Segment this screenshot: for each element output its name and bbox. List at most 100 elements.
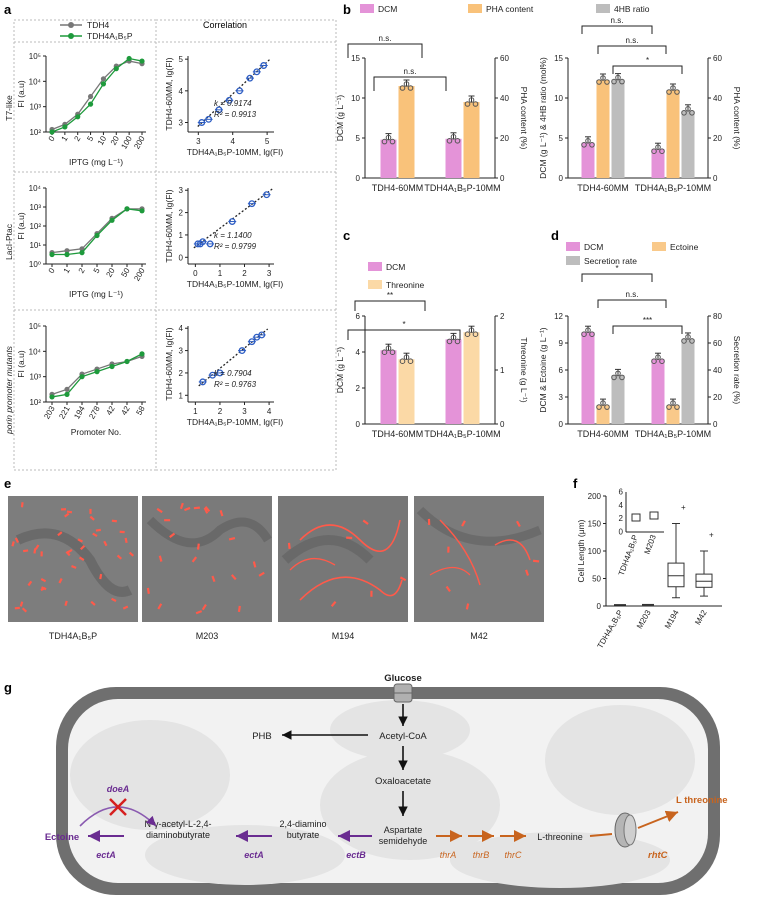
b-right-ratio-1-dot-1 xyxy=(685,106,691,112)
b-right-ratio-0-dot-2 xyxy=(619,78,625,85)
cell-1-19 xyxy=(258,571,265,577)
b-right-dcm-0-dot-2 xyxy=(589,142,595,148)
a-row1-corr-xtick-label-2: 2 xyxy=(242,269,247,278)
b-left-y2label: PHA content (%) xyxy=(519,87,529,150)
panel-d: DCM Ectoine Secretion rate 0 3 6 9 12 0 20 40 60… xyxy=(538,242,742,439)
f-inset-cat-0: TDH4A₁B₅P xyxy=(617,534,640,577)
row-label-laci: LacI-Ptac xyxy=(4,223,14,260)
c-thr-0-dot-2 xyxy=(407,358,414,365)
cell-2-1 xyxy=(330,600,337,607)
c-thr-1-dot-2 xyxy=(472,331,479,338)
a-row2-pt-tdh4a-3 xyxy=(94,369,100,375)
cell-0-34 xyxy=(119,530,125,534)
cell-1-8 xyxy=(230,574,237,581)
b-right-dcm-0-dot-0 xyxy=(581,142,587,148)
f-inset-ytick-0: 0 xyxy=(619,528,624,537)
f-inset-cat-1: M203 xyxy=(643,533,658,555)
caption-tdh4a: TDH4A₁B₅P xyxy=(49,631,97,641)
f-outlier-3: + xyxy=(709,530,714,539)
f-inset-ytick-2: 4 xyxy=(619,501,624,510)
d-ylabel: DCM & Ectoine (g L⁻¹) xyxy=(538,327,548,412)
panel-label-a: a xyxy=(4,2,12,17)
cell-1-14 xyxy=(157,603,163,610)
c-dcm-1-dot-2 xyxy=(454,338,461,345)
a-row1-corr-ytick-label-3: 3 xyxy=(179,186,184,195)
cell-0-9 xyxy=(33,548,37,554)
legend-swatch-dcm-c xyxy=(368,262,382,271)
cell-1-20 xyxy=(193,506,200,510)
panel-b-plots: 0 5 10 15 0 20 40 60 DCM (g L⁻¹) PHA content (%) T… xyxy=(335,16,742,193)
a-row1-pt-tdh4a-2 xyxy=(79,250,85,256)
filament-m42-2 xyxy=(494,539,531,561)
a-row2-corr-ytick-label-3: 4 xyxy=(179,324,184,333)
b-right-ylabel: DCM (g L⁻¹) & 4HB ratio (mol%) xyxy=(538,57,548,179)
a-row1-pt-tdh4a-0 xyxy=(49,251,55,258)
caption-m203: M203 xyxy=(196,631,219,641)
a-row0-corr-xtick-label-1: 4 xyxy=(230,137,235,146)
cell-3-7 xyxy=(447,546,450,553)
cell-0-8 xyxy=(22,549,29,553)
a-row2-ytick-label-1: 10³ xyxy=(29,373,41,382)
a-row0-corr-pt-4 xyxy=(236,87,244,95)
b-left-dcm-1-dot-0 xyxy=(446,138,453,144)
b-right-star-bracket-label: * xyxy=(646,56,649,65)
d-bar-ectoine-0 xyxy=(596,405,610,424)
transporter-rhtc: rhtC xyxy=(648,850,668,861)
filament-m194-1 xyxy=(299,519,401,552)
b-right-bar-ratio-0 xyxy=(611,79,625,178)
a-row1-xtick-label-1: 1 xyxy=(62,266,72,275)
row-label-porin: porin promoter mutants xyxy=(4,345,14,435)
enzyme-ectb: ectB xyxy=(346,850,366,860)
b-right-ratio-1-dot-0 xyxy=(681,110,687,116)
b-right-ytick-label-3: 15 xyxy=(554,54,563,63)
a-row1-pt-tdh4-2 xyxy=(79,246,85,252)
cell-1-0 xyxy=(204,506,211,513)
f-ytick-label-1: 50 xyxy=(592,575,601,584)
a-row0-corr-ytick-label-2: 5 xyxy=(179,55,184,64)
legend-swatch-ectoine-d xyxy=(652,242,666,251)
cell-0-30 xyxy=(11,541,15,547)
a-row2-xtick-label-1: 221 xyxy=(57,404,72,421)
c-bar-thr-0 xyxy=(398,359,415,424)
legend-ectoine-d: Ectoine xyxy=(670,242,699,252)
a-row1-pt-tdh4a-1 xyxy=(64,251,70,258)
filament-m194-2 xyxy=(299,576,403,601)
a-row1-corr-r2: R² = 0.9799 xyxy=(214,242,257,251)
b-left-ytick-label-3: 15 xyxy=(351,54,360,63)
b-right-star-bracket xyxy=(612,65,683,74)
a-row0-line-tdh4a xyxy=(51,57,143,133)
a-row0-corr-fit xyxy=(197,59,271,127)
d-ectoine-0-dot-0 xyxy=(596,404,602,410)
b-left-pha-0-dot-1 xyxy=(403,81,410,87)
b-right-bar-pha-0 xyxy=(596,80,610,178)
b-right-r-ytick-label-0: 0 xyxy=(713,174,718,183)
cell-1-3 xyxy=(164,519,171,522)
b-left-r-ytick-label-3: 60 xyxy=(500,54,509,63)
d-r-ytick-label-3: 60 xyxy=(713,339,722,348)
cell-0-10 xyxy=(92,532,98,538)
f-inset-ytick-3: 6 xyxy=(619,488,624,497)
b-right-ratio-1-dot-2 xyxy=(689,110,695,116)
b-right-ratio-0-dot-0 xyxy=(611,78,617,85)
d-ytick-label-4: 12 xyxy=(554,312,563,321)
d-r-ytick-label-4: 80 xyxy=(713,312,722,321)
d-cat-0: TDH4-60MM xyxy=(577,429,629,439)
caption-m42: M42 xyxy=(470,631,488,641)
c-ylabel: DCM (g L⁻¹) xyxy=(335,347,345,394)
d-ytick-label-3: 9 xyxy=(559,339,564,348)
c-bar-dcm-1 xyxy=(445,339,462,424)
b-right-ns2-bracket xyxy=(597,45,667,54)
a-row2-corr-pt-3 xyxy=(238,347,246,355)
row-label-t7: T7-like xyxy=(4,95,14,121)
c-dcm-1-dot-1 xyxy=(450,334,457,341)
a-row0-pt-tdh4a-0 xyxy=(49,129,55,135)
node-diamino-2: butyrate xyxy=(287,830,320,840)
a-row1-corr-ylabel: TDH4-60MM, lg(FI) xyxy=(164,189,174,262)
correlation-title: Correlation xyxy=(203,20,247,30)
b-right-bar-dcm-1 xyxy=(651,149,665,178)
micrograph-1 xyxy=(8,496,138,622)
node-l-threonine-out: L threonine xyxy=(676,795,728,806)
c-r-ytick-label-2: 2 xyxy=(500,312,505,321)
a-row1-corr-pt-3 xyxy=(206,240,214,248)
